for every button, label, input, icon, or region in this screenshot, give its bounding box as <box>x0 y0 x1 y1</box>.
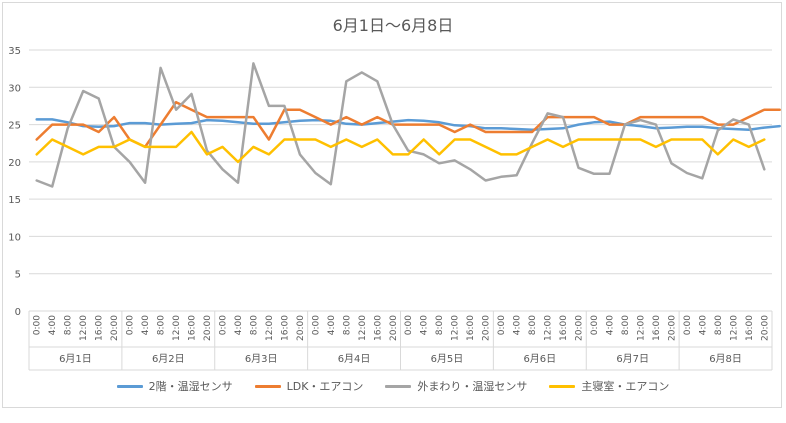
day-group-label: 6月4日 <box>338 353 371 365</box>
y-tick-label: 10 <box>8 232 21 243</box>
legend: 2階・温湿センサ LDK・エアコン 外まわり・温湿センサ 主寝室・エアコン <box>0 378 786 394</box>
x-tick-label: 0:00 <box>33 315 43 335</box>
x-tick-label: 16:00 <box>466 315 476 341</box>
line-chart: 0 5 10 15 20 25 30 35 0:00 4:00 8:00 12:00 16:00 20:0… <box>8 46 781 371</box>
legend-label: 外まわり・温湿センサ <box>417 380 528 393</box>
day-group-label: 6月1日 <box>59 353 92 365</box>
x-tick-label: 12:00 <box>544 315 554 341</box>
x-tick-label: 20:00 <box>389 315 399 341</box>
x-tick-label: 8:00 <box>157 315 167 335</box>
x-tick-label: 8:00 <box>714 315 724 335</box>
day-group-label: 6月6日 <box>523 353 556 365</box>
x-tick-label: 4:00 <box>327 315 337 335</box>
legend-swatch <box>549 384 576 388</box>
x-tick-label: 0:00 <box>218 315 228 335</box>
x-tick-label: 4:00 <box>698 315 708 335</box>
x-tick-label: 20:00 <box>296 315 306 341</box>
legend-label: LDK・エアコン <box>286 380 364 393</box>
x-tick-label: 12:00 <box>358 315 368 341</box>
y-tick-label: 5 <box>15 270 21 281</box>
x-tick-label: 20:00 <box>110 315 120 341</box>
x-tick-label: 16:00 <box>745 315 755 341</box>
day-group-label: 6月5日 <box>431 353 464 365</box>
day-group-label: 6月8日 <box>709 353 742 365</box>
x-tick-label: 16:00 <box>188 315 198 341</box>
x-tick-label: 8:00 <box>435 315 445 335</box>
x-tick-label: 20:00 <box>760 315 770 341</box>
x-tick-label: 4:00 <box>141 315 151 335</box>
x-tick-label: 16:00 <box>373 315 383 341</box>
x-tick-label: 12:00 <box>729 315 739 341</box>
legend-item: 外まわり・温湿センサ <box>385 378 527 394</box>
x-tick-label: 16:00 <box>559 315 569 341</box>
x-tick-label: 8:00 <box>528 315 538 335</box>
x-tick-label: 0:00 <box>590 315 600 335</box>
legend-swatch <box>254 384 281 388</box>
chart-frame <box>2 2 782 408</box>
x-tick-label: 4:00 <box>605 315 615 335</box>
x-tick-label: 0:00 <box>311 315 321 335</box>
y-tick-label: 30 <box>8 83 21 94</box>
x-tick-label: 12:00 <box>79 315 89 341</box>
day-group-label: 6月2日 <box>152 353 185 365</box>
x-tick-label: 12:00 <box>636 315 646 341</box>
legend-item: 主寝室・エアコン <box>549 378 669 394</box>
y-tick-label: 15 <box>8 195 21 206</box>
y-tick-label: 20 <box>8 158 21 169</box>
legend-swatch <box>385 384 412 388</box>
legend-label: 主寝室・エアコン <box>581 380 670 393</box>
x-tick-label: 12:00 <box>172 315 182 341</box>
x-tick-label: 12:00 <box>265 315 275 341</box>
x-tick-label: 20:00 <box>203 315 213 341</box>
day-group-label: 6月3日 <box>245 353 278 365</box>
y-tick-label: 35 <box>8 46 21 57</box>
y-tick-label: 0 <box>15 307 21 318</box>
x-tick-label: 8:00 <box>621 315 631 335</box>
x-tick-label: 0:00 <box>404 315 414 335</box>
x-tick-label: 0:00 <box>497 315 507 335</box>
x-tick-label: 4:00 <box>513 315 523 335</box>
x-tick-label: 0:00 <box>126 315 136 335</box>
y-tick-label: 25 <box>8 121 21 132</box>
x-tick-label: 16:00 <box>95 315 105 341</box>
legend-item: LDK・エアコン <box>254 378 364 394</box>
x-tick-label: 8:00 <box>64 315 74 335</box>
x-tick-label: 20:00 <box>667 315 677 341</box>
x-tick-label: 4:00 <box>420 315 430 335</box>
series-line-2 <box>35 100 781 149</box>
chart-title: 6月1日～6月8日 <box>332 16 454 35</box>
legend-label: 2階・温湿センサ <box>148 380 233 393</box>
x-tick-label: 16:00 <box>652 315 662 341</box>
x-tick-label: 4:00 <box>234 315 244 335</box>
legend-swatch <box>116 384 143 388</box>
series-line-3 <box>35 62 766 188</box>
x-tick-label: 4:00 <box>48 315 58 335</box>
x-tick-label: 20:00 <box>482 315 492 341</box>
x-tick-label: 16:00 <box>280 315 290 341</box>
series-line-4 <box>35 130 766 164</box>
x-tick-label: 0:00 <box>683 315 693 335</box>
x-tick-label: 20:00 <box>575 315 585 341</box>
x-tick-label: 8:00 <box>249 315 259 335</box>
x-tick-label: 12:00 <box>451 315 461 341</box>
day-group-label: 6月7日 <box>616 353 649 365</box>
legend-item: 2階・温湿センサ <box>116 378 233 394</box>
x-tick-label: 8:00 <box>342 315 352 335</box>
